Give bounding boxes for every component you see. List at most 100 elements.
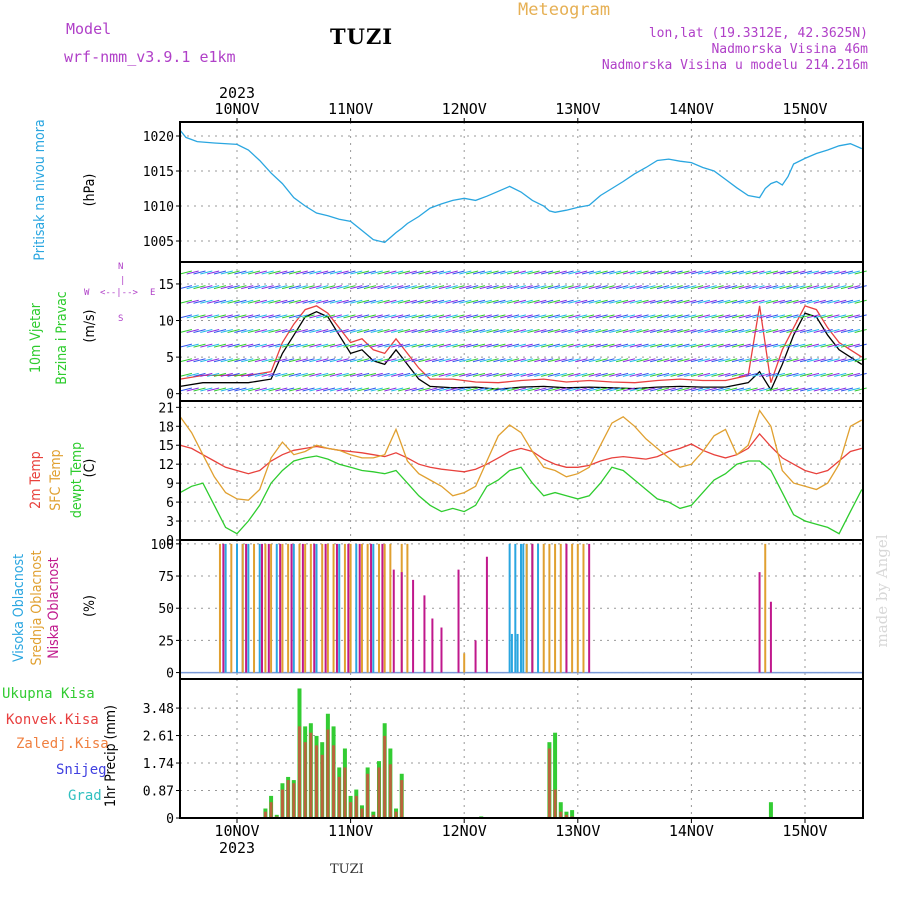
wind-barb (759, 270, 772, 275)
wind-barb (752, 372, 765, 377)
wind-barb (704, 358, 717, 363)
wind-barb (254, 372, 267, 377)
wind-barb (363, 343, 377, 348)
wind-barb (765, 387, 779, 392)
wind-barb (527, 329, 540, 333)
wind-barb (840, 372, 854, 377)
wind-barb (506, 270, 520, 275)
wind-barb (629, 372, 642, 377)
wind-barb (493, 270, 506, 275)
wind-barb (636, 285, 649, 290)
wind-barb (793, 387, 806, 392)
wind-barb (568, 285, 581, 290)
ytick-label: 75 (158, 570, 174, 585)
wind-barb (622, 372, 636, 377)
wind-barb (786, 299, 799, 304)
wind-barb (281, 387, 295, 392)
wind-barb (472, 343, 486, 348)
wind-barb (704, 372, 717, 377)
wind-barb (506, 314, 520, 319)
wind-barb (595, 358, 608, 363)
wind-barb (472, 372, 486, 377)
wind-barb (643, 285, 656, 290)
precip-bar-total (570, 810, 575, 818)
ytick-label: 0 (166, 812, 174, 827)
wind-barb (336, 343, 349, 348)
wind-barb (397, 270, 411, 275)
wind-barb (581, 372, 595, 377)
wind-barb (234, 343, 247, 348)
wind-barb (588, 285, 601, 290)
wind-barb (336, 387, 349, 392)
wind-barb (329, 285, 342, 290)
wind-barb (834, 387, 847, 392)
wind-barb (309, 270, 322, 275)
wind-barb (602, 270, 615, 275)
wind-barb (793, 343, 806, 348)
wind-barb (725, 285, 738, 290)
wind-barb (397, 314, 411, 319)
wind-barb (227, 314, 240, 319)
wind-barb (384, 299, 397, 304)
wind-barb (636, 299, 649, 304)
wind-barb (247, 314, 261, 319)
wind-barb (718, 299, 731, 304)
wind-barb (697, 329, 711, 333)
wind-barb (806, 314, 820, 319)
wind-barb (186, 270, 199, 275)
wind-barb (247, 343, 261, 348)
precip-bar-total (274, 814, 279, 818)
wind-barb (609, 314, 622, 319)
wind-barb (725, 372, 738, 377)
wind-barb (752, 358, 765, 363)
wind-barb (281, 343, 295, 348)
wind-barb (725, 299, 738, 304)
wind-barb (575, 314, 588, 319)
wind-barb (384, 270, 397, 275)
wind-barb (363, 285, 377, 290)
wind-barb (268, 270, 281, 275)
wind-barb (847, 285, 860, 290)
wind-barb (581, 387, 595, 392)
wind-barb (854, 314, 867, 319)
wind-barb (554, 299, 567, 304)
wind-barb (486, 343, 499, 348)
wind-barb (384, 285, 397, 290)
wind-barb (418, 314, 431, 319)
wind-barb (547, 387, 561, 392)
wind-barb (186, 387, 199, 392)
wind-barb (793, 358, 806, 363)
wind-barb (472, 358, 486, 363)
wind-barb (356, 270, 370, 275)
wind-barb (602, 343, 615, 348)
wind-barb (322, 387, 336, 392)
wind-barb (486, 270, 499, 275)
wind-barb (391, 285, 404, 290)
wind-barb (568, 329, 581, 333)
wind-barb (350, 358, 363, 363)
wind-barb (207, 299, 220, 304)
wind-barb (329, 314, 342, 319)
ytick-label: 3.48 (143, 702, 174, 717)
wind-barb (820, 372, 833, 377)
wind-barb (834, 285, 847, 290)
wind-barb (472, 314, 486, 319)
wind-barb (602, 299, 615, 304)
wind-barb (690, 329, 704, 333)
wind-barb (343, 329, 356, 333)
wind-barb (466, 285, 479, 290)
wind-barb (527, 358, 540, 363)
compass-south: S (118, 314, 124, 324)
wind-barb (615, 372, 629, 377)
wind-barb (827, 387, 840, 392)
wind-barb (391, 387, 404, 392)
wind-barb (336, 329, 349, 333)
x-axis-day-label-top: 15NOV (782, 100, 827, 118)
precip-bar-conv (564, 814, 568, 818)
wind-barb (779, 329, 792, 333)
wind-barb (731, 387, 745, 392)
wind-barb (602, 358, 615, 363)
wind-barb (568, 343, 581, 348)
wind-barb (254, 329, 267, 333)
